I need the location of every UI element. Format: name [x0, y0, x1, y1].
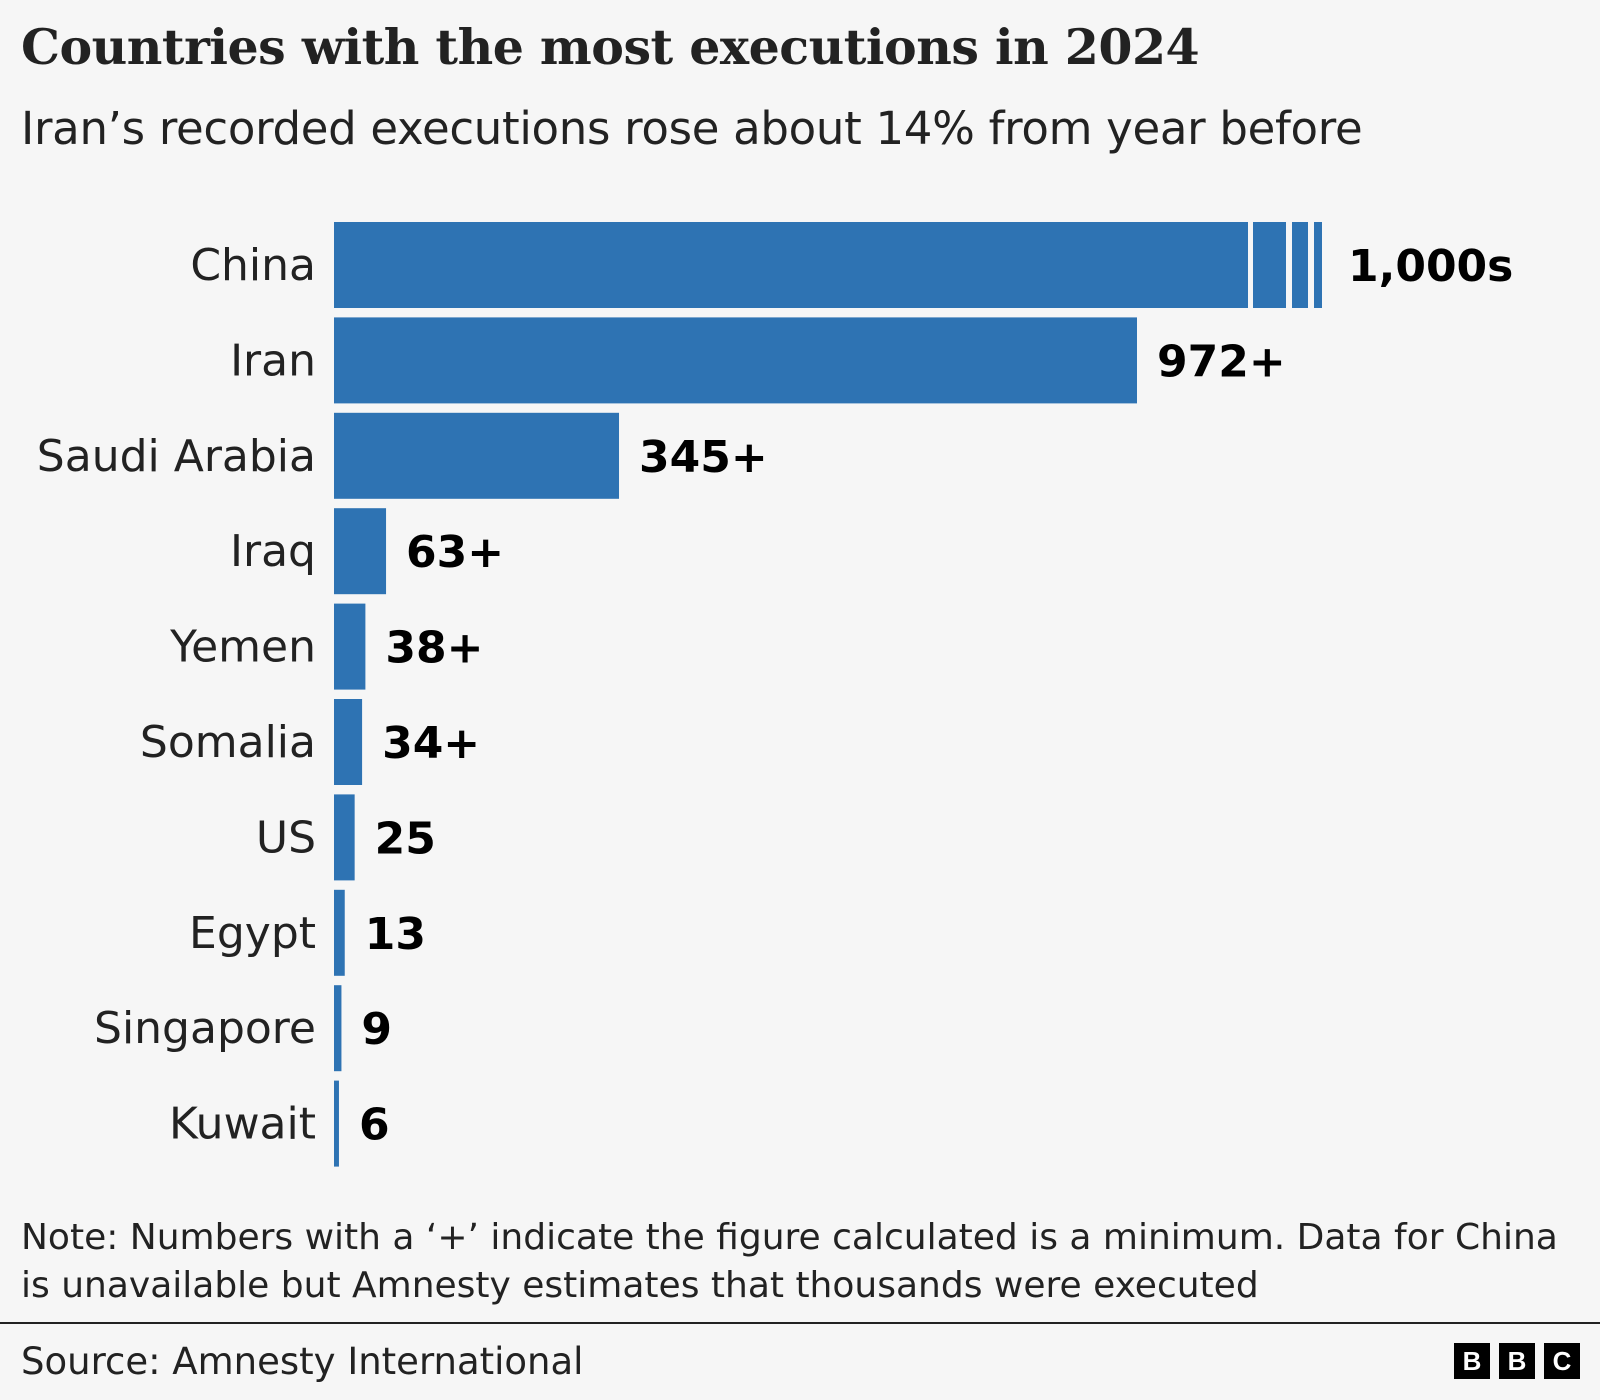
bar	[334, 603, 366, 690]
category-label: Saudi Arabia	[37, 431, 316, 482]
bar	[334, 794, 355, 881]
category-label: Kuwait	[169, 1099, 316, 1150]
bar	[334, 1080, 339, 1167]
bbc-logo: B B C	[1454, 1343, 1580, 1379]
bar	[334, 889, 345, 976]
category-label: Somalia	[140, 717, 316, 768]
category-label: Singapore	[94, 1003, 316, 1054]
bar-chart: China 1,000s Iran 972+ Saudi Arabia 345+ Iraq 6…	[37, 222, 1513, 1167]
category-label: US	[256, 812, 316, 863]
category-label: China	[190, 240, 316, 291]
data-label: 38+	[385, 623, 483, 674]
bar-segment	[1253, 222, 1286, 308]
source-text: Source: Amnesty International	[21, 1340, 584, 1383]
bar	[334, 317, 1137, 404]
data-label: 34+	[382, 718, 480, 769]
data-label: 6	[359, 1100, 390, 1151]
data-label: 13	[365, 909, 426, 960]
data-label: 972+	[1157, 336, 1286, 387]
data-label: 9	[361, 1004, 392, 1055]
chart-title: Countries with the most executions in 20…	[21, 18, 1200, 76]
chart-note: Note: Numbers with a ‘+’ indicate the fi…	[21, 1217, 1558, 1306]
bar	[334, 699, 363, 785]
chart-subtitle: Iran’s recorded executions rose about 14…	[21, 102, 1363, 155]
bar	[334, 508, 387, 595]
data-label: 25	[375, 813, 436, 864]
data-label: 345+	[639, 432, 768, 483]
bar	[334, 412, 620, 499]
logo-letter: C	[1544, 1343, 1580, 1379]
data-label: 1,000s	[1348, 241, 1513, 292]
category-label: Yemen	[169, 622, 316, 673]
category-label: Iraq	[230, 526, 316, 577]
data-label: 63+	[406, 527, 504, 578]
category-label: Iran	[230, 335, 316, 386]
divider	[0, 1322, 1600, 1324]
category-label: Egypt	[189, 908, 316, 959]
bar-segment	[1292, 222, 1308, 308]
bar	[334, 985, 342, 1072]
logo-letter: B	[1454, 1343, 1490, 1379]
bar-segment	[1314, 222, 1322, 308]
bar-segment	[334, 222, 1248, 308]
logo-letter: B	[1499, 1343, 1535, 1379]
